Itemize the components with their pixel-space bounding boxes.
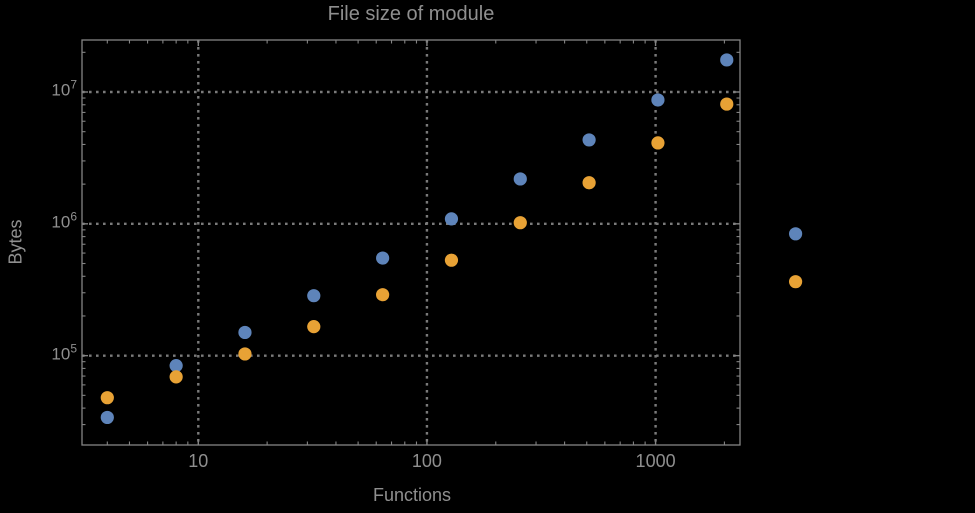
orange-series-point xyxy=(513,216,527,230)
x-tick-label: 1000 xyxy=(635,451,676,471)
y-tick-base: 10 xyxy=(51,80,71,100)
orange-series-point xyxy=(444,253,459,267)
orange-series-point xyxy=(169,370,183,384)
blue-series-point xyxy=(307,289,321,303)
data-points xyxy=(100,53,803,425)
axis-ticks xyxy=(82,40,740,445)
blue-series-point xyxy=(444,212,459,226)
orange-series-point xyxy=(307,320,321,334)
orange-series-point xyxy=(376,288,390,302)
x-axis-title: Functions xyxy=(372,485,452,505)
orange-series-point xyxy=(788,275,803,289)
blue-series-point xyxy=(651,93,665,107)
y-tick-base: 10 xyxy=(51,212,71,232)
x-tick-label: 10 xyxy=(188,451,209,471)
blue-series-point xyxy=(169,359,183,373)
chart-title: File size of module xyxy=(327,3,495,25)
orange-series-point xyxy=(582,176,596,190)
y-tick-label: 107 xyxy=(51,77,77,100)
y-tick-base: 10 xyxy=(51,344,71,364)
y-tick-exponent: 6 xyxy=(70,209,77,224)
y-tick-label: 105 xyxy=(51,341,77,364)
orange-series-point xyxy=(238,347,252,361)
blue-series-point xyxy=(100,410,114,425)
plot-frame xyxy=(81,39,741,446)
gridlines xyxy=(82,40,740,445)
orange-series-point xyxy=(651,136,665,150)
blue-series-point xyxy=(788,227,803,241)
blue-series-point xyxy=(376,251,390,265)
frame-rect xyxy=(81,39,741,446)
orange-series-point xyxy=(720,97,734,111)
blue-series-point xyxy=(582,133,596,147)
x-tick-label: 100 xyxy=(411,451,442,471)
y-tick-label: 106 xyxy=(51,209,77,232)
y-tick-exponent: 7 xyxy=(70,77,77,92)
blue-series-point xyxy=(238,325,252,340)
orange-series-point xyxy=(100,391,114,405)
y-tick-exponent: 5 xyxy=(70,341,77,356)
blue-series-point xyxy=(720,53,734,67)
blue-series-point xyxy=(513,172,527,186)
